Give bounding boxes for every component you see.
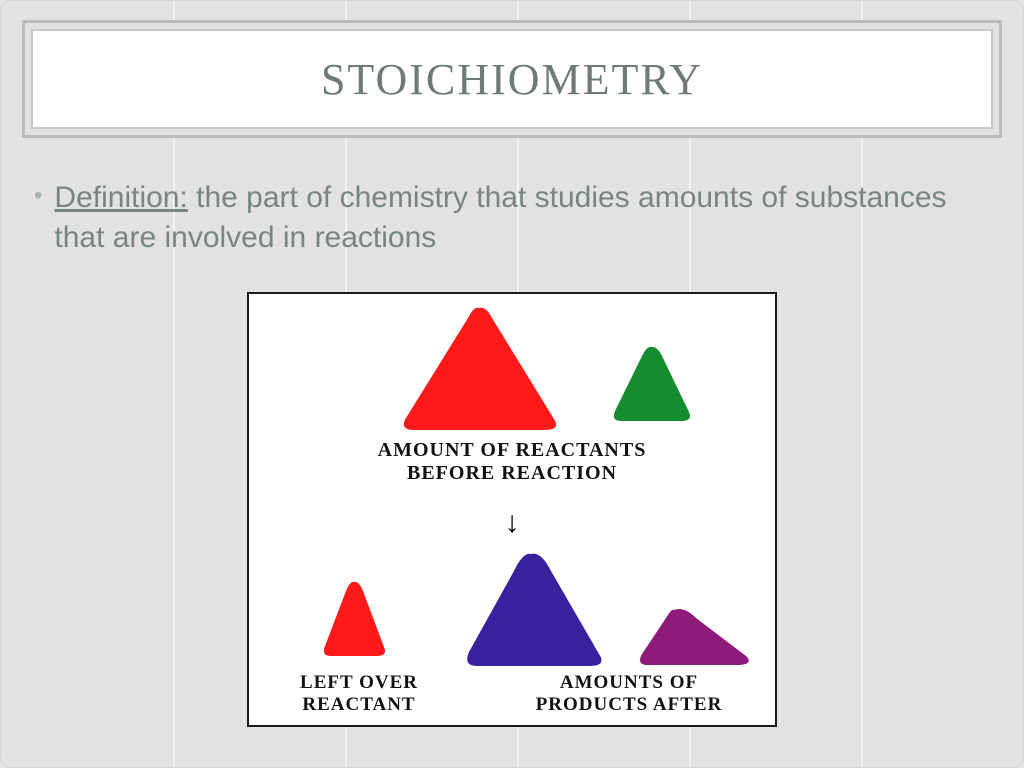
caption-leftover: LEFT OVERREACTANT [259, 672, 459, 716]
triangle-reactant-small [609, 344, 694, 424]
caption-reactants: AMOUNT OF REACTANTSBEFORE REACTION [249, 439, 775, 485]
definition-body: the part of chemistry that studies amoun… [54, 181, 946, 254]
slide-title: STOICHIOMETRY [321, 54, 703, 105]
caption-leftover-text: LEFT OVERREACTANT [300, 672, 418, 715]
caption-products: AMOUNTS OFPRODUCTS AFTER [484, 672, 774, 716]
caption-products-text: AMOUNTS OFPRODUCTS AFTER [536, 672, 723, 715]
title-inner: STOICHIOMETRY [31, 29, 993, 129]
triangle-reactant-large [394, 304, 564, 434]
triangle-leftover [319, 579, 389, 659]
triangle-product-small [634, 604, 754, 669]
definition-label: Definition: [54, 181, 187, 214]
body-area: • Definition: the part of chemistry that… [34, 178, 996, 258]
arrow-down-icon: ↓ [505, 506, 520, 540]
definition-bullet: • Definition: the part of chemistry that… [34, 178, 996, 258]
title-frame: STOICHIOMETRY [22, 20, 1002, 138]
triangle-product-large [459, 549, 609, 669]
definition-text: Definition: the part of chemistry that s… [54, 178, 996, 258]
reaction-diagram: AMOUNT OF REACTANTSBEFORE REACTION ↓ LEF… [247, 292, 777, 727]
caption-reactants-text: AMOUNT OF REACTANTSBEFORE REACTION [378, 439, 647, 484]
bullet-icon: • [34, 178, 42, 214]
